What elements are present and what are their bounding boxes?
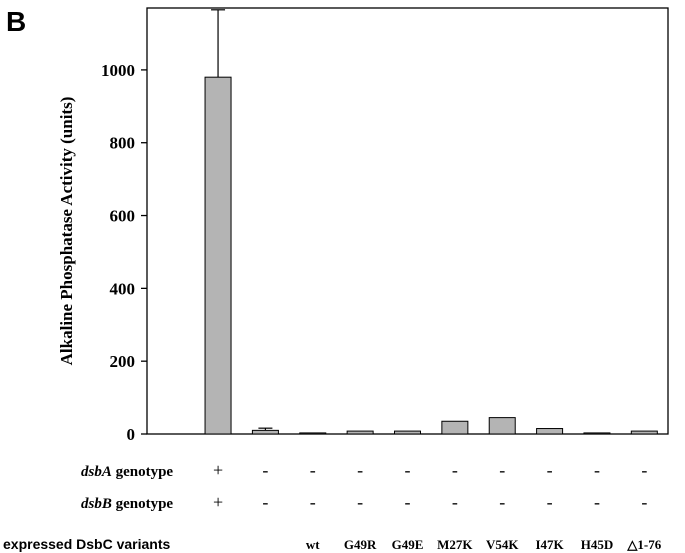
dsbB-mark: -	[357, 492, 363, 512]
dsbB-mark: -	[452, 492, 458, 512]
dsbA-mark: -	[310, 460, 316, 480]
x-tick-label: M27K	[437, 537, 473, 552]
bar	[346, 430, 374, 435]
dsbB-gene-name: dsbB	[81, 496, 112, 512]
dsbB-mark: -	[547, 492, 553, 512]
bar	[583, 432, 611, 435]
x-tick-label: G49R	[344, 537, 377, 552]
bar	[204, 76, 232, 435]
dsbB-genotype-label: dsbB genotype	[81, 496, 173, 512]
dsbB-mark: +	[213, 492, 223, 512]
dsbB-mark: -	[499, 492, 505, 512]
dsbB-mark: -	[310, 492, 316, 512]
dsbB-mark: -	[594, 492, 600, 512]
y-tick-label: 400	[110, 279, 136, 298]
plot-area: 0 200 400 600 800 1000 Alkaline Phosphatase Ac…	[3, 7, 669, 552]
dsbA-mark: -	[641, 460, 647, 480]
dsbA-mark: -	[452, 460, 458, 480]
x-tick-label: G49E	[392, 537, 424, 552]
x-tick-label: wt	[306, 537, 320, 552]
bar	[488, 417, 516, 435]
bar	[251, 429, 279, 435]
bar	[299, 432, 327, 435]
dsbA-genotype-suffix: genotype	[112, 464, 174, 480]
bar	[536, 428, 564, 435]
x-tick-label: H45D	[581, 537, 614, 552]
x-tick-label: I47K	[536, 537, 565, 552]
dsbB-mark: -	[405, 492, 411, 512]
dsbB-mark: -	[641, 492, 647, 512]
dsbA-mark: -	[499, 460, 505, 480]
dsbA-mark: -	[262, 460, 268, 480]
bar	[441, 420, 469, 435]
dsbA-genotype-label: dsbA genotype	[81, 464, 173, 480]
x-tick-label: △1-76	[626, 537, 661, 552]
bar	[394, 430, 421, 435]
y-tick-label: 200	[110, 352, 136, 371]
x-tick-label: V54K	[486, 537, 519, 552]
dsbA-mark: -	[405, 460, 411, 480]
y-tick-label: 1000	[101, 61, 135, 80]
y-tick-label: 800	[110, 134, 136, 153]
panel-label: B	[6, 6, 26, 37]
dsbA-mark: -	[547, 460, 553, 480]
bar	[630, 430, 658, 435]
dsbA-mark: -	[594, 460, 600, 480]
dsbA-gene-name: dsbA	[81, 464, 112, 480]
y-tick-label: 600	[110, 207, 136, 226]
y-axis-label: Alkaline Phosphatase Activity (units)	[57, 97, 76, 366]
dsbA-mark: -	[357, 460, 363, 480]
variants-label: expressed DsbC variants	[3, 536, 171, 552]
y-tick-label: 0	[127, 425, 136, 444]
dsbB-genotype-suffix: genotype	[112, 496, 174, 512]
dsbA-mark: +	[213, 460, 223, 480]
dsbB-mark: -	[262, 492, 268, 512]
